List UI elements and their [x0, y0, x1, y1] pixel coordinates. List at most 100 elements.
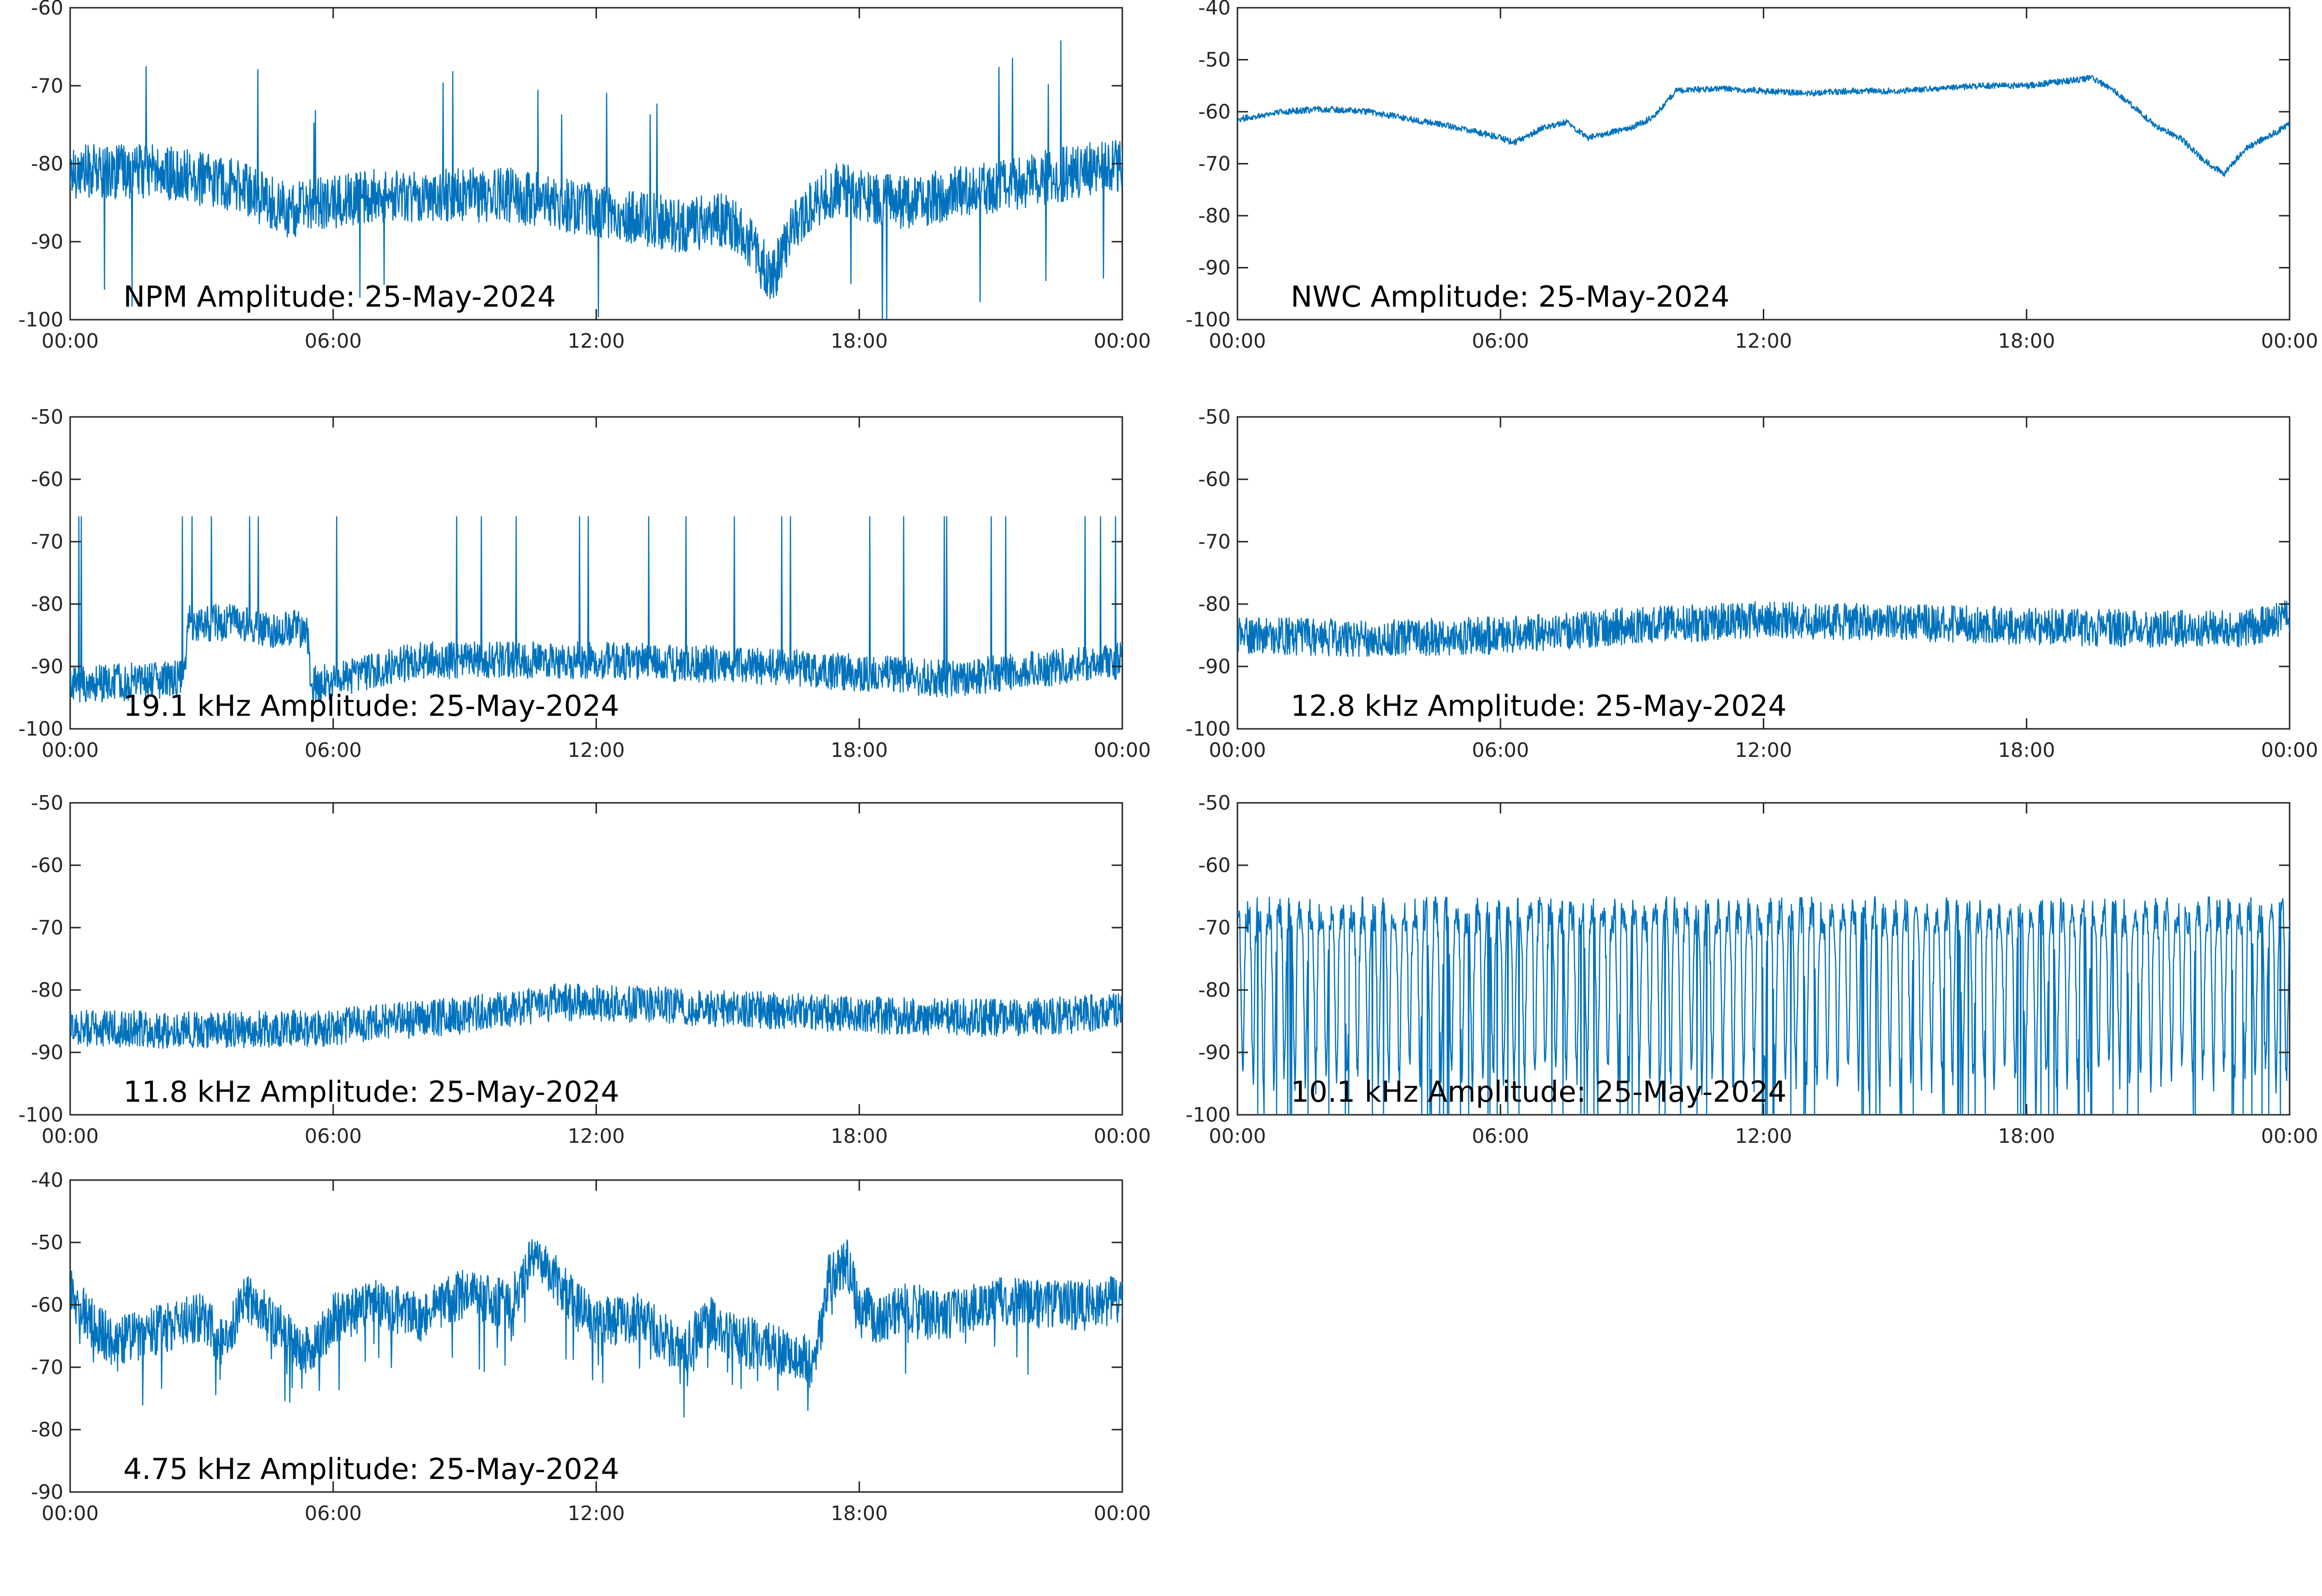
plot-area [1236, 416, 2291, 730]
y-tick-label: -70 [1198, 530, 1231, 553]
y-tick-label: -60 [31, 1293, 63, 1316]
x-tick-label: 00:00 [42, 329, 99, 353]
y-tick-label: -40 [31, 1168, 63, 1192]
y-tick-label: -100 [18, 308, 63, 331]
y-tick-label: -60 [1198, 100, 1231, 123]
x-tick-label: 06:00 [1472, 739, 1529, 762]
panel-title: 11.8 kHz Amplitude: 25-May-2024 [123, 1075, 619, 1109]
x-tick-label: 12:00 [567, 739, 625, 762]
y-tick-label: -50 [1198, 405, 1231, 429]
y-tick-label: -100 [18, 717, 63, 740]
y-tick-label: -80 [31, 592, 63, 616]
y-tick-label: -70 [31, 74, 63, 97]
x-tick-label: 18:00 [1998, 329, 2055, 353]
y-tick-label: -60 [31, 854, 63, 877]
y-tick-label: -50 [31, 405, 63, 429]
x-tick-label: 00:00 [1209, 329, 1266, 353]
y-tick-label: -60 [1198, 468, 1231, 491]
x-tick-label: 00:00 [2261, 1124, 2318, 1148]
y-tick-label: -50 [31, 791, 63, 814]
x-tick-label: 12:00 [1735, 1124, 1792, 1148]
y-tick-label: -80 [31, 152, 63, 176]
x-tick-label: 00:00 [1209, 739, 1266, 762]
y-tick-label: -100 [1186, 717, 1231, 740]
y-tick-label: -90 [1198, 655, 1231, 678]
x-tick-label: 18:00 [831, 1124, 888, 1148]
plot-area [69, 802, 1123, 1116]
x-tick-label: 00:00 [42, 739, 99, 762]
y-tick-label: -80 [1198, 204, 1231, 227]
x-tick-label: 00:00 [1094, 1502, 1151, 1525]
x-tick-label: 00:00 [1094, 329, 1151, 353]
plot-area [69, 1179, 1123, 1493]
y-tick-label: -60 [31, 0, 63, 19]
series-trace [1237, 74, 2290, 177]
panel-title: 4.75 kHz Amplitude: 25-May-2024 [123, 1452, 619, 1486]
y-tick-label: -70 [31, 916, 63, 939]
y-tick-label: -100 [18, 1103, 63, 1126]
x-tick-label: 12:00 [567, 1124, 625, 1148]
y-tick-label: -90 [31, 230, 63, 253]
x-tick-label: 00:00 [1094, 739, 1151, 762]
x-tick-label: 18:00 [1998, 1124, 2055, 1148]
y-tick-label: -100 [1186, 1103, 1231, 1126]
series-trace [70, 983, 1122, 1049]
x-tick-label: 12:00 [1735, 739, 1792, 762]
x-tick-label: 12:00 [1735, 329, 1792, 353]
x-tick-label: 18:00 [831, 739, 888, 762]
series-trace [70, 516, 1122, 703]
x-tick-label: 06:00 [305, 329, 362, 353]
x-tick-label: 12:00 [567, 329, 625, 353]
series-trace [1237, 600, 2290, 657]
x-tick-label: 12:00 [567, 1502, 625, 1525]
y-tick-label: -70 [1198, 152, 1231, 176]
y-tick-label: -40 [1198, 0, 1231, 19]
plot-area [69, 7, 1123, 321]
y-tick-label: -80 [31, 1418, 63, 1441]
x-tick-label: 06:00 [1472, 329, 1529, 353]
y-tick-label: -60 [31, 468, 63, 491]
series-trace [70, 40, 1122, 320]
y-tick-label: -90 [31, 655, 63, 678]
panel-title: NWC Amplitude: 25-May-2024 [1291, 280, 1729, 314]
panel-title: 12.8 kHz Amplitude: 25-May-2024 [1291, 689, 1786, 723]
x-tick-label: 00:00 [1209, 1124, 1266, 1148]
x-tick-label: 06:00 [305, 739, 362, 762]
x-tick-label: 00:00 [2261, 329, 2318, 353]
y-tick-label: -80 [1198, 978, 1231, 1002]
x-tick-label: 00:00 [42, 1502, 99, 1525]
y-tick-label: -50 [31, 1231, 63, 1254]
panel-title: 19.1 kHz Amplitude: 25-May-2024 [123, 689, 619, 723]
panel-title: NPM Amplitude: 25-May-2024 [123, 280, 556, 314]
x-tick-label: 18:00 [1998, 739, 2055, 762]
x-tick-label: 06:00 [1472, 1124, 1529, 1148]
y-tick-label: -60 [1198, 854, 1231, 877]
y-tick-label: -80 [1198, 592, 1231, 616]
y-tick-label: -90 [31, 1480, 63, 1504]
series-trace [70, 1239, 1122, 1418]
y-tick-label: -70 [31, 1356, 63, 1379]
x-tick-label: 18:00 [831, 329, 888, 353]
x-tick-label: 00:00 [42, 1124, 99, 1148]
x-tick-label: 00:00 [2261, 739, 2318, 762]
x-tick-label: 18:00 [831, 1502, 888, 1525]
y-tick-label: -70 [1198, 916, 1231, 939]
y-tick-label: -90 [1198, 1041, 1231, 1064]
y-tick-label: -100 [1186, 308, 1231, 331]
y-tick-label: -90 [1198, 256, 1231, 280]
y-tick-label: -50 [1198, 791, 1231, 814]
panel-title: 10.1 kHz Amplitude: 25-May-2024 [1291, 1075, 1786, 1109]
x-tick-label: 06:00 [305, 1502, 362, 1525]
plot-area [1236, 7, 2291, 321]
y-tick-label: -70 [31, 530, 63, 553]
y-tick-label: -50 [1198, 48, 1231, 72]
x-tick-label: 06:00 [305, 1124, 362, 1148]
